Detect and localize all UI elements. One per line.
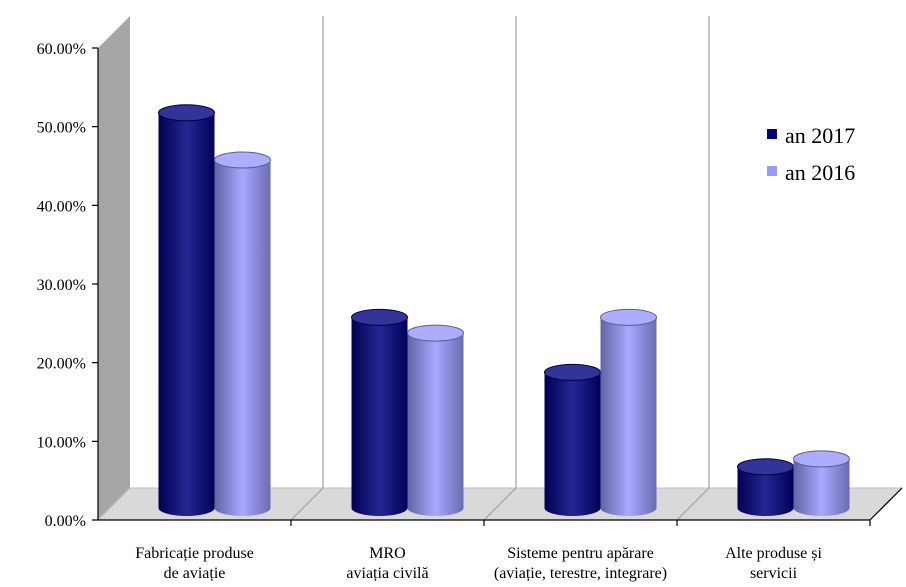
y-tick-label: 50.00% bbox=[37, 120, 86, 137]
bar bbox=[214, 151, 271, 516]
bar-body bbox=[793, 458, 850, 516]
category-labels: Fabricație produse de aviație MRO aviația c… bbox=[135, 545, 822, 582]
x-category-label: MRO aviația civilă bbox=[346, 545, 428, 582]
bar bbox=[793, 450, 850, 516]
bar-top bbox=[793, 450, 850, 468]
floor-divider bbox=[483, 487, 517, 521]
bar-body bbox=[351, 317, 408, 516]
x-axis-edge bbox=[869, 487, 903, 521]
category-separators bbox=[290, 16, 710, 521]
bar-top bbox=[737, 458, 794, 476]
legend-label-2016: an 2016 bbox=[785, 160, 855, 185]
legend-swatch-2016 bbox=[767, 166, 777, 176]
bar bbox=[407, 324, 464, 516]
x-axis bbox=[98, 487, 903, 526]
bars bbox=[158, 104, 850, 517]
bar-body bbox=[214, 160, 271, 516]
bar-body bbox=[737, 466, 794, 516]
legend-swatch-2017 bbox=[767, 129, 777, 139]
bar-top bbox=[544, 363, 601, 381]
floor-divider bbox=[290, 487, 324, 521]
bar-top bbox=[600, 308, 657, 326]
bar bbox=[158, 104, 215, 517]
chart-side-wall bbox=[98, 16, 130, 520]
bar-top bbox=[407, 324, 464, 342]
bar-body bbox=[158, 112, 215, 517]
y-tick-label: 40.00% bbox=[37, 198, 86, 215]
bar bbox=[600, 308, 657, 516]
bar-body bbox=[600, 317, 657, 516]
y-tick-label: 0.00% bbox=[45, 513, 86, 530]
bar-top bbox=[158, 104, 215, 122]
y-tick-label: 60.00% bbox=[37, 41, 86, 58]
legend: an 2017 an 2016 bbox=[751, 110, 885, 190]
x-category-label: Sisteme pentru apărare (aviație, terestre… bbox=[494, 545, 667, 582]
floor-divider bbox=[676, 487, 710, 521]
y-tick-label: 20.00% bbox=[37, 356, 86, 373]
y-tick-label: 10.00% bbox=[37, 434, 86, 451]
bar bbox=[737, 458, 794, 516]
bar-top bbox=[214, 151, 271, 169]
bar bbox=[544, 363, 601, 516]
x-category-label: Alte produse și servicii bbox=[725, 545, 822, 582]
x-category-label: Fabricație produse de aviație bbox=[135, 545, 254, 582]
legend-box bbox=[751, 110, 885, 190]
y-axis: 0.00% 10.00% 20.00% 30.00% 40.00% 50.00% 60.00… bbox=[37, 41, 99, 530]
bar-body bbox=[407, 333, 464, 516]
bar-top bbox=[351, 308, 408, 326]
bar bbox=[351, 308, 408, 516]
bar-body bbox=[544, 372, 601, 516]
legend-label-2017: an 2017 bbox=[785, 123, 855, 148]
y-tick-label: 30.00% bbox=[37, 277, 86, 294]
